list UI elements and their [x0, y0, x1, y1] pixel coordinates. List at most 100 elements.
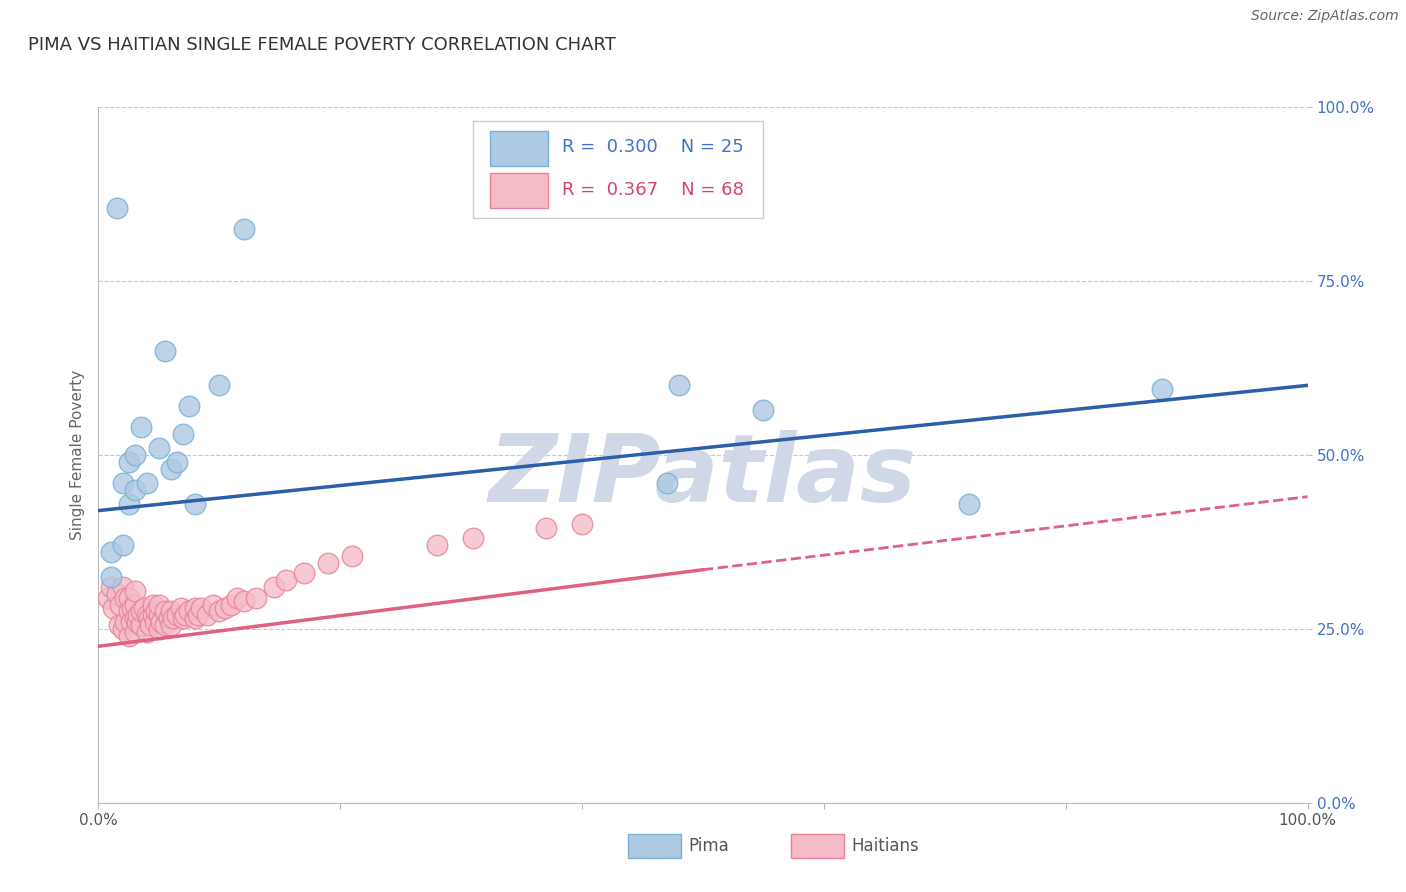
Text: Pima: Pima — [689, 837, 730, 855]
FancyBboxPatch shape — [474, 121, 763, 219]
Point — [342, 549, 364, 563]
Text: R =  0.300    N = 25: R = 0.300 N = 25 — [561, 138, 744, 156]
Point — [145, 605, 167, 619]
Point — [426, 538, 449, 552]
Point — [274, 573, 297, 587]
Point — [534, 521, 557, 535]
Point — [208, 378, 231, 392]
Point — [245, 591, 267, 605]
Point — [160, 618, 183, 632]
FancyBboxPatch shape — [491, 172, 548, 208]
Point — [153, 618, 176, 632]
Point — [124, 611, 146, 625]
Point — [957, 497, 980, 511]
Point — [129, 605, 152, 619]
Point — [135, 625, 157, 640]
Point — [148, 622, 170, 636]
Point — [129, 618, 152, 632]
Point — [174, 607, 197, 622]
Point — [166, 607, 188, 622]
Point — [124, 583, 146, 598]
Point — [160, 462, 183, 476]
Point — [148, 607, 170, 622]
Point — [100, 570, 122, 584]
Point — [118, 629, 141, 643]
Point — [208, 605, 231, 619]
Point — [111, 580, 134, 594]
Point — [202, 598, 225, 612]
Point — [124, 483, 146, 497]
Point — [118, 591, 141, 605]
Y-axis label: Single Female Poverty: Single Female Poverty — [70, 370, 86, 540]
Point — [139, 618, 162, 632]
Text: Haitians: Haitians — [852, 837, 920, 855]
FancyBboxPatch shape — [628, 834, 682, 858]
Point — [214, 601, 236, 615]
Point — [172, 611, 194, 625]
Point — [135, 607, 157, 622]
Point — [150, 615, 173, 629]
Point — [148, 598, 170, 612]
Text: R =  0.367    N = 68: R = 0.367 N = 68 — [561, 180, 744, 199]
Point — [101, 601, 124, 615]
Point — [127, 615, 149, 629]
FancyBboxPatch shape — [792, 834, 845, 858]
Point — [292, 566, 315, 581]
Point — [179, 605, 201, 619]
Point — [187, 607, 209, 622]
Point — [134, 601, 156, 615]
Point — [232, 222, 254, 236]
Point — [752, 402, 775, 417]
Point — [232, 594, 254, 608]
Point — [105, 587, 128, 601]
Point — [108, 598, 131, 612]
Point — [121, 601, 143, 615]
Point — [655, 475, 678, 490]
Point — [172, 427, 194, 442]
Point — [97, 591, 120, 605]
Point — [668, 378, 690, 392]
Point — [108, 618, 131, 632]
Point — [142, 607, 165, 622]
Point — [129, 420, 152, 434]
Point — [157, 611, 180, 625]
Point — [1152, 382, 1174, 396]
Point — [226, 591, 249, 605]
Point — [184, 497, 207, 511]
Point — [105, 201, 128, 215]
Point — [100, 545, 122, 559]
Text: PIMA VS HAITIAN SINGLE FEMALE POVERTY CORRELATION CHART: PIMA VS HAITIAN SINGLE FEMALE POVERTY CO… — [28, 36, 616, 54]
Point — [190, 601, 212, 615]
Point — [148, 441, 170, 455]
Point — [166, 455, 188, 469]
Point — [142, 598, 165, 612]
Point — [118, 605, 141, 619]
Point — [179, 399, 201, 413]
Point — [263, 580, 285, 594]
Point — [124, 598, 146, 612]
FancyBboxPatch shape — [491, 131, 548, 166]
Point — [162, 611, 184, 625]
Text: ZIPatlas: ZIPatlas — [489, 430, 917, 522]
Point — [138, 611, 160, 625]
Point — [118, 455, 141, 469]
Point — [169, 601, 191, 615]
Point — [184, 611, 207, 625]
Point — [221, 598, 243, 612]
Point — [463, 532, 485, 546]
Point — [127, 607, 149, 622]
Point — [111, 538, 134, 552]
Point — [143, 615, 166, 629]
Point — [571, 517, 593, 532]
Point — [114, 615, 136, 629]
Point — [120, 615, 142, 629]
Point — [160, 605, 183, 619]
Point — [153, 343, 176, 358]
Point — [114, 591, 136, 605]
Point — [124, 448, 146, 462]
Point — [135, 475, 157, 490]
Point — [100, 580, 122, 594]
Point — [111, 475, 134, 490]
Point — [118, 497, 141, 511]
Point — [316, 556, 339, 570]
